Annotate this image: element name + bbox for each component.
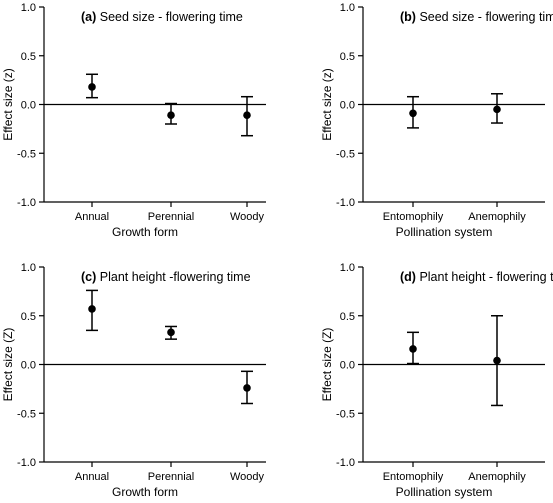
y-axis-title: Effect size (Z) xyxy=(1,328,15,402)
y-tick-label: 1.0 xyxy=(340,262,355,274)
y-tick-label: 0.5 xyxy=(340,51,355,63)
data-point xyxy=(88,83,96,91)
data-point xyxy=(167,328,175,337)
y-tick-label: -0.5 xyxy=(336,148,355,160)
y-tick-label: -0.5 xyxy=(336,408,355,420)
x-tick-label: Entomophily xyxy=(383,471,444,483)
y-tick-label: 0.5 xyxy=(21,51,36,63)
data-point xyxy=(409,345,417,353)
data-point xyxy=(243,111,251,120)
panel-label: (c) xyxy=(81,270,100,284)
x-axis-title: Pollination system xyxy=(396,485,493,499)
y-tick-label: -0.5 xyxy=(17,408,36,420)
x-tick-label: Anemophily xyxy=(468,471,526,483)
panel-a: -1.0 -0.5 0.0 0.5 1.0 Annual Perennial Woody (a)… xyxy=(1,2,266,239)
panel-label: (a) xyxy=(81,10,100,24)
data-point xyxy=(243,384,251,392)
y-tick-label: 1.0 xyxy=(340,2,355,14)
data-point xyxy=(167,111,175,120)
panel-title: (b) Seed size - flowering time xyxy=(400,10,553,24)
y-tick-label: -1.0 xyxy=(17,197,36,209)
panel-title: (c) Plant height -flowering time xyxy=(81,270,251,284)
x-tick-label: Perennial xyxy=(148,471,194,483)
y-tick-label: -0.5 xyxy=(17,148,36,160)
y-tick-label: 0.5 xyxy=(21,311,36,323)
x-tick-label: Anemophily xyxy=(468,211,526,223)
y-axis-title: Effect size (z) xyxy=(320,68,334,140)
panel-title-text: Seed size - flowering time xyxy=(100,10,243,24)
x-tick-label: Woody xyxy=(230,211,265,223)
y-tick-label: 0.0 xyxy=(21,360,36,372)
y-tick-label: 1.0 xyxy=(21,262,36,274)
y-tick-label: 0.0 xyxy=(340,100,355,112)
panel-title: (d) Plant height - flowering time xyxy=(400,270,553,284)
x-axis-title: Growth form xyxy=(112,225,178,239)
panel-title-text: Seed size - flowering time xyxy=(419,10,553,24)
data-point xyxy=(493,356,501,365)
y-tick-label: 0.0 xyxy=(340,360,355,372)
panel-label: (b) xyxy=(400,10,419,24)
panel-c: -1.0 -0.5 0.0 0.5 1.0 Annual Perennial Woody (c)… xyxy=(1,262,266,499)
x-tick-label: Annual xyxy=(75,211,109,223)
x-tick-label: Annual xyxy=(75,471,109,483)
x-tick-label: Entomophily xyxy=(383,211,444,223)
panel-title-text: Plant height -flowering time xyxy=(100,270,251,284)
panel-title: (a) Seed size - flowering time xyxy=(81,10,243,24)
panel-label: (d) xyxy=(400,270,419,284)
y-tick-label: -1.0 xyxy=(336,197,355,209)
y-tick-label: 1.0 xyxy=(21,2,36,14)
y-axis-title: Effect size (Z) xyxy=(320,328,334,402)
x-tick-label: Woody xyxy=(230,471,265,483)
y-tick-label: -1.0 xyxy=(17,457,36,469)
x-axis-title: Pollination system xyxy=(396,225,493,239)
y-tick-label: -1.0 xyxy=(336,457,355,469)
panel-d: -1.0 -0.5 0.0 0.5 1.0 Entomophily Anemophily (d… xyxy=(320,262,553,499)
data-point xyxy=(493,105,501,114)
data-point xyxy=(88,305,96,313)
x-axis-title: Growth form xyxy=(112,485,178,499)
x-tick-label: Perennial xyxy=(148,211,194,223)
panel-b: -1.0 -0.5 0.0 0.5 1.0 Entomophily Anemophily (b… xyxy=(320,2,553,239)
y-tick-label: 0.5 xyxy=(340,311,355,323)
data-point xyxy=(409,109,417,118)
y-axis-title: Effect size (z) xyxy=(1,68,15,140)
panel-title-text: Plant height - flowering time xyxy=(419,270,553,284)
y-tick-label: 0.0 xyxy=(21,100,36,112)
